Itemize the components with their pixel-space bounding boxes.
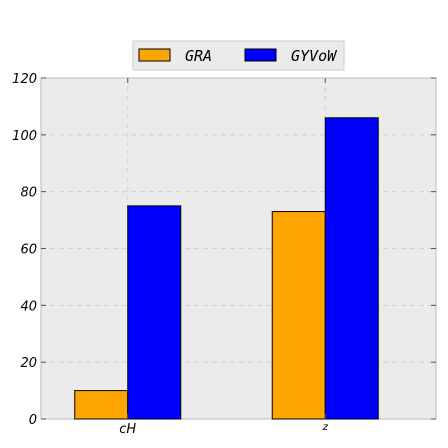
legend-swatch-GRA bbox=[138, 48, 171, 62]
legend-swatch-GYVoW bbox=[244, 48, 277, 62]
y-tick-label: 0 bbox=[29, 413, 37, 428]
y-tick-label: 20 bbox=[20, 356, 37, 371]
bar-GYVoW-cH bbox=[127, 205, 182, 420]
legend-label-GYVoW: GYVoW bbox=[291, 47, 338, 65]
y-tick-label: 120 bbox=[12, 72, 37, 87]
y-tick-label: 40 bbox=[20, 299, 37, 314]
bar-GRA-cH bbox=[74, 390, 129, 420]
y-tick-label: 60 bbox=[20, 243, 37, 258]
x-tick-label: cH bbox=[119, 422, 136, 437]
y-tick-label: 100 bbox=[12, 129, 37, 144]
bar-GYVoW-z bbox=[324, 117, 379, 420]
bars bbox=[74, 117, 379, 420]
legend-label-GRA: GRA bbox=[185, 47, 212, 65]
x-axis: cH z bbox=[119, 78, 329, 437]
y-tick-label: 80 bbox=[20, 186, 37, 201]
x-tick-label: z bbox=[322, 422, 329, 433]
y-axis: 0 20 40 60 80 100 120 bbox=[12, 72, 436, 428]
bar-GRA-z bbox=[271, 211, 326, 420]
legend: GRA GYVoW bbox=[132, 40, 345, 71]
